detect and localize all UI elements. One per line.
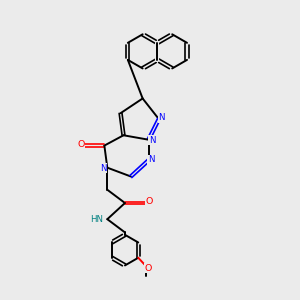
Text: O: O <box>144 264 152 273</box>
Text: O: O <box>77 140 85 148</box>
Text: N: N <box>148 155 154 164</box>
Text: HN: HN <box>90 215 103 224</box>
Text: O: O <box>146 197 153 206</box>
Text: N: N <box>149 136 155 145</box>
Text: N: N <box>158 113 164 122</box>
Text: N: N <box>100 164 107 173</box>
